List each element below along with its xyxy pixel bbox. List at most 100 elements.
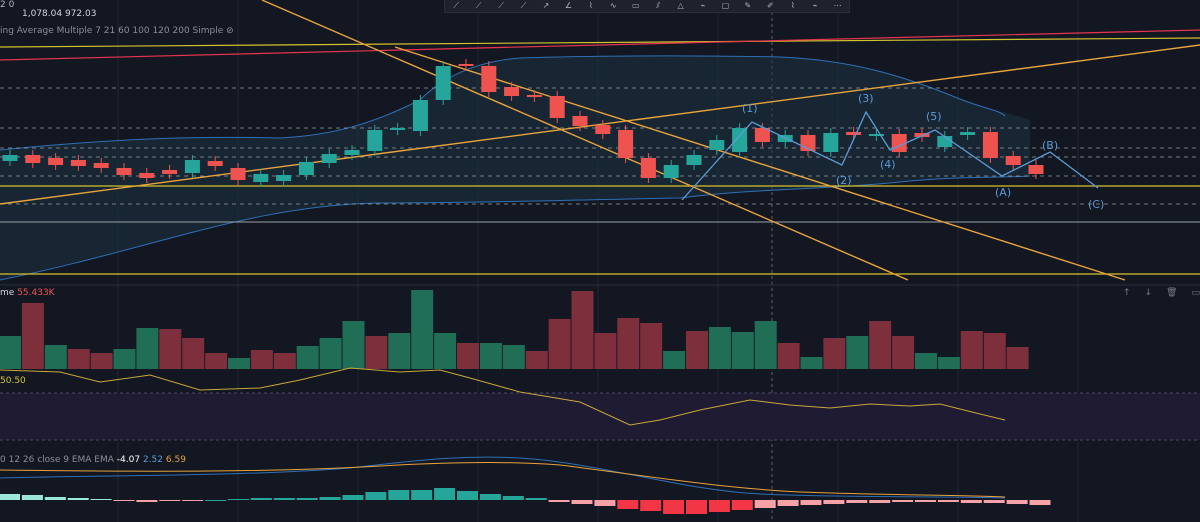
volume-bar xyxy=(434,333,457,369)
wave-tool-icon[interactable]: ⌇ xyxy=(790,1,795,10)
eye-off-icon[interactable]: ⊘ xyxy=(226,26,234,36)
rectangle-tool-icon[interactable]: ▭ xyxy=(631,1,640,10)
candle[interactable] xyxy=(982,132,998,158)
macd-hist-bar xyxy=(342,495,364,500)
dashed-levels xyxy=(0,87,1200,205)
candle[interactable] xyxy=(276,175,292,181)
macd-hist-bar xyxy=(915,500,936,502)
pencil-tool-icon[interactable]: ✐ xyxy=(766,1,774,10)
brush-tool-icon[interactable]: ✎ xyxy=(744,1,752,10)
candle[interactable] xyxy=(139,173,155,178)
zigzag-tool-icon[interactable]: ⌁ xyxy=(812,1,818,10)
candle[interactable] xyxy=(914,133,930,137)
parallel-channel-tool-icon[interactable]: ⫽ xyxy=(656,1,660,10)
path-tool-icon[interactable]: ⌇ xyxy=(588,1,593,10)
candle[interactable] xyxy=(344,150,360,155)
candle[interactable] xyxy=(868,134,884,136)
candle[interactable] xyxy=(367,130,383,151)
wave-label-5: (5) xyxy=(926,110,942,123)
candle[interactable] xyxy=(640,158,656,178)
ray-tool-icon[interactable]: ⟋ xyxy=(475,1,482,10)
candle[interactable] xyxy=(184,160,200,173)
move-up-icon[interactable]: ↑ xyxy=(1122,288,1131,298)
candle[interactable] xyxy=(732,128,748,152)
macd-hist-bar xyxy=(937,500,959,502)
candle[interactable] xyxy=(390,128,406,130)
candles xyxy=(2,59,1044,187)
candle[interactable] xyxy=(253,174,269,182)
volume-pane-controls: ↑ ↓ 🗑 ▭ xyxy=(1123,288,1200,298)
volume-bar xyxy=(777,343,800,369)
candle[interactable] xyxy=(960,132,976,135)
candle[interactable] xyxy=(321,154,337,163)
candle[interactable] xyxy=(70,160,86,166)
red-trendline xyxy=(0,29,1200,61)
move-down-icon[interactable]: ↓ xyxy=(1144,288,1153,298)
trendline-tool-icon[interactable]: ⟋ xyxy=(453,1,460,10)
macd-hist-bar xyxy=(502,496,524,500)
candle[interactable] xyxy=(412,100,428,131)
candle[interactable] xyxy=(754,128,770,142)
trend-angle-tool-icon[interactable]: ∠ xyxy=(564,1,572,10)
candle[interactable] xyxy=(435,66,451,100)
macd-hist-bar xyxy=(754,500,776,508)
info-line-tool-icon[interactable]: ⟋ xyxy=(520,1,527,10)
polyline-tool-icon[interactable]: ⌁ xyxy=(700,1,706,10)
more-tools-icon[interactable]: ⋯ xyxy=(833,1,842,10)
candle[interactable] xyxy=(709,140,725,150)
volume-bar xyxy=(594,333,617,369)
band-fill xyxy=(0,55,1030,281)
volume-bar xyxy=(342,321,365,369)
volume-bar xyxy=(548,319,571,369)
volume-bar xyxy=(182,338,205,369)
candle[interactable] xyxy=(526,95,542,97)
candle[interactable] xyxy=(937,136,953,147)
volume-bar xyxy=(708,327,731,369)
candle[interactable] xyxy=(458,64,474,66)
candle[interactable] xyxy=(572,116,588,126)
candle[interactable] xyxy=(618,130,634,158)
macd-hist-bar xyxy=(113,500,135,501)
frame-tool-icon[interactable]: ▢ xyxy=(721,1,730,10)
macd-hist-bar xyxy=(90,499,112,500)
macd-signal-value: 6.59 xyxy=(165,455,186,465)
triangle-tool-icon[interactable]: △ xyxy=(677,1,684,10)
candle[interactable] xyxy=(230,168,246,180)
macd-value: 2.52 xyxy=(142,455,164,465)
macd-hist-bar xyxy=(457,491,478,500)
volume-bar xyxy=(937,357,960,369)
band-upper xyxy=(0,55,1006,151)
macd-hist-bar xyxy=(548,500,570,502)
candle[interactable] xyxy=(1005,156,1021,165)
macd-hist-bar xyxy=(205,500,227,501)
candle[interactable] xyxy=(823,133,839,152)
candle[interactable] xyxy=(207,161,223,166)
orange-trendline-falling-1 xyxy=(261,0,909,281)
candle[interactable] xyxy=(504,87,520,96)
delete-icon[interactable]: 🗑 xyxy=(1166,288,1178,298)
volume-bar xyxy=(869,321,892,369)
candle[interactable] xyxy=(298,162,314,175)
wave-label-c: (C) xyxy=(1088,198,1104,211)
candle[interactable] xyxy=(116,168,132,175)
macd-hist-bar xyxy=(708,500,730,512)
candle[interactable] xyxy=(48,158,64,165)
candle[interactable] xyxy=(1028,165,1044,174)
candle[interactable] xyxy=(549,96,565,118)
candle[interactable] xyxy=(595,125,611,134)
candle[interactable] xyxy=(663,165,679,178)
candle[interactable] xyxy=(481,66,497,92)
macd-hist-bar xyxy=(777,500,799,506)
candle[interactable] xyxy=(162,170,178,174)
arrow-tool-icon[interactable]: ↗ xyxy=(542,1,550,10)
extended-line-tool-icon[interactable]: ⟋ xyxy=(498,1,504,10)
candle[interactable] xyxy=(846,132,862,135)
candle[interactable] xyxy=(686,155,702,165)
volume-bar xyxy=(0,336,21,369)
curve-tool-icon[interactable]: ∿ xyxy=(609,1,617,10)
candle[interactable] xyxy=(2,155,18,161)
maximize-icon[interactable]: ▭ xyxy=(1191,288,1200,298)
candle[interactable] xyxy=(25,155,41,163)
candle[interactable] xyxy=(93,163,109,168)
